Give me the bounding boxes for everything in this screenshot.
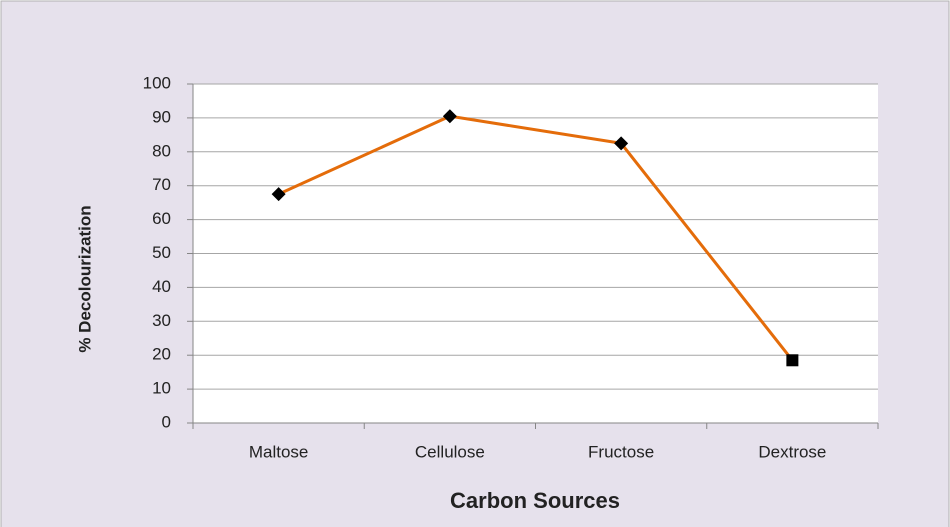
x-axis-title: Carbon Sources [450, 488, 620, 513]
data-point [614, 136, 629, 151]
y-tick-label: 20 [152, 345, 171, 364]
data-point [786, 354, 799, 367]
data-point [442, 109, 457, 124]
y-tick-label: 30 [152, 311, 171, 330]
x-tick-label: Dextrose [758, 442, 826, 461]
y-tick-label: 100 [143, 73, 171, 92]
data-point [271, 187, 286, 202]
y-axis-title: % Decolourization [75, 205, 94, 352]
y-tick-label: 70 [152, 175, 171, 194]
y-tick-label: 10 [152, 379, 171, 398]
x-tick-label: Maltose [249, 442, 309, 461]
data-line [278, 114, 794, 362]
y-tick-label: 60 [152, 209, 171, 228]
y-tick-label: 80 [152, 141, 171, 160]
x-tick-label: Cellulose [415, 442, 485, 461]
x-tick-label: Fructose [588, 442, 654, 461]
y-tick-label: 40 [152, 277, 171, 296]
y-tick-label: 90 [152, 107, 171, 126]
y-tick-label: 50 [152, 243, 171, 262]
y-tick-label: 0 [162, 412, 171, 431]
